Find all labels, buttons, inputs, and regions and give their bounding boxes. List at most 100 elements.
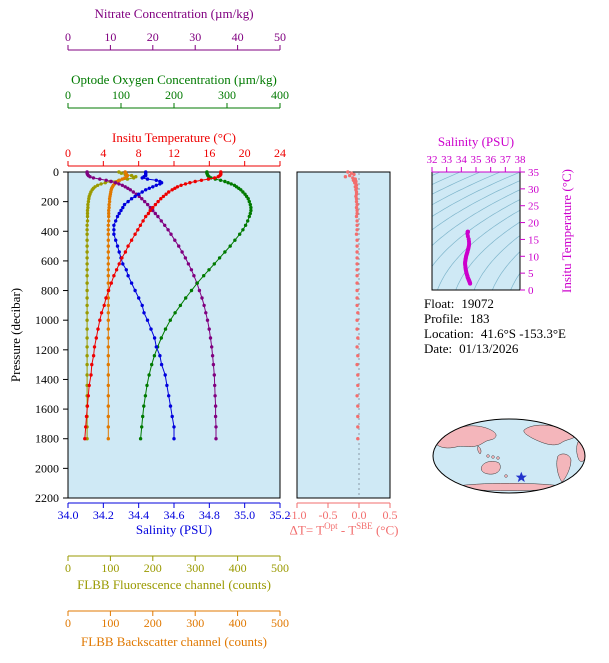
delta-t-label-sup-opt: Opt xyxy=(324,521,338,531)
tick-label: 1000 xyxy=(35,313,59,327)
tick-label: 24 xyxy=(274,146,286,160)
map-outline xyxy=(432,418,586,494)
nitrate-axis-title: Nitrate Concentration (µm/kg) xyxy=(94,6,254,21)
tick-label: 300 xyxy=(186,616,204,630)
tick-label: 8 xyxy=(136,146,142,160)
location-info-row: Location: 41.6°S -153.3°E xyxy=(424,326,566,341)
tick-label: -0.5 xyxy=(319,508,338,522)
tick-label: 10 xyxy=(104,30,116,44)
series-salinity-psu xyxy=(112,170,176,441)
tick-label: 33 xyxy=(441,154,453,166)
tick-label: 400 xyxy=(41,224,59,238)
delta-t-label-sup-sbe: SBE xyxy=(356,521,373,531)
series-insitu-temperature-c xyxy=(83,170,223,441)
tick-label: 400 xyxy=(229,561,247,575)
profile-info-row: Profile: 183 xyxy=(424,311,566,326)
tick-label: 1600 xyxy=(35,402,59,416)
tick-label: 50 xyxy=(274,30,286,44)
tick-label: 0 xyxy=(65,616,71,630)
ts-profile-series xyxy=(463,229,473,286)
tick-label: 35.2 xyxy=(270,508,291,522)
tick-label: 34 xyxy=(456,154,468,166)
tick-label: 300 xyxy=(186,561,204,575)
tick-label: 100 xyxy=(101,561,119,575)
profile-value: 183 xyxy=(470,311,490,326)
tick-label: 200 xyxy=(41,195,59,209)
float-info-row: Float: 19072 xyxy=(424,296,566,311)
salinity-axis-title: Salinity (PSU) xyxy=(135,522,213,537)
tick-label: 34.0 xyxy=(58,508,79,522)
tick-label: 5 xyxy=(528,268,534,280)
tick-label: -1.0 xyxy=(288,508,307,522)
tick-label: 12 xyxy=(168,146,180,160)
tick-label: 34.4 xyxy=(128,508,149,522)
delta-t-label-mid: - T xyxy=(337,522,357,538)
date-value: 01/13/2026 xyxy=(459,341,519,356)
location-label: Location: xyxy=(424,326,474,341)
tick-label: 38 xyxy=(515,154,527,166)
tick-label: 30 xyxy=(189,30,201,44)
tick-label: 200 xyxy=(165,88,183,102)
backscatter-axis: 0 100 200 300 400 500 xyxy=(65,610,289,630)
ts-salinity-axis-title: Salinity (PSU) xyxy=(437,134,515,149)
tick-label: 800 xyxy=(41,284,59,298)
ts-temperature-axis: 0 5 10 15 20 25 30 35 xyxy=(520,167,540,297)
float-value: 19072 xyxy=(461,296,494,311)
series-nitrate-concentration-m-kg xyxy=(85,170,218,441)
temperature-axis-title: Insitu Temperature (°C) xyxy=(112,130,236,145)
ts-salinity-axis: 32 33 34 35 36 37 38 xyxy=(427,154,527,173)
tick-label: 0 xyxy=(65,30,71,44)
tick-label: 400 xyxy=(229,616,247,630)
salinity-axis: 34.0 34.2 34.4 34.6 34.8 35.0 35.2 xyxy=(58,502,291,522)
tick-label: 20 xyxy=(528,218,540,230)
tick-label: 32 xyxy=(427,154,438,166)
tick-label: 100 xyxy=(101,616,119,630)
tick-label: 10 xyxy=(528,251,540,263)
tick-label: 500 xyxy=(271,616,289,630)
world-map xyxy=(432,418,586,494)
tick-label: 1800 xyxy=(35,432,59,446)
isopycnal-contours xyxy=(432,172,520,290)
tick-label: 20 xyxy=(147,30,159,44)
tick-label: 34.6 xyxy=(164,508,185,522)
tick-label: 34.8 xyxy=(199,508,220,522)
tick-label: 35 xyxy=(528,167,540,179)
tick-label: 2200 xyxy=(35,491,59,505)
date-label: Date: xyxy=(424,341,453,356)
tick-label: 0 xyxy=(528,285,534,297)
oxygen-axis-title: Optode Oxygen Concentration (µm/kg) xyxy=(71,72,277,87)
pressure-axis-title: Pressure (decibar) xyxy=(8,287,23,383)
tick-label: 2000 xyxy=(35,461,59,475)
tick-label: 25 xyxy=(528,201,540,213)
location-value: 41.6°S -153.3°E xyxy=(480,326,566,341)
delta-t-panel xyxy=(296,171,391,499)
tick-label: 200 xyxy=(144,561,162,575)
tick-label: 0 xyxy=(65,561,71,575)
tick-label: 35 xyxy=(471,154,483,166)
float-label: Float: xyxy=(424,296,455,311)
tick-label: 16 xyxy=(203,146,215,160)
nitrate-axis: 0 10 20 30 40 50 xyxy=(65,30,286,51)
backscatter-axis-title: FLBB Backscatter channel (counts) xyxy=(81,634,267,649)
tick-label: 400 xyxy=(271,88,289,102)
tick-label: 0.5 xyxy=(383,508,398,522)
oxygen-axis: 0 100 200 300 400 xyxy=(65,88,289,109)
delta-t-axis: -1.0 -0.5 0.0 0.5 xyxy=(288,502,398,522)
fluorescence-axis-title: FLBB Fluorescence channel (counts) xyxy=(77,577,271,592)
tick-label: 4 xyxy=(100,146,106,160)
tick-label: 15 xyxy=(528,234,540,246)
temperature-axis: 0 4 8 12 16 20 24 xyxy=(65,146,286,167)
tick-label: 34.2 xyxy=(93,508,114,522)
tick-label: 20 xyxy=(239,146,251,160)
delta-t-axis-title: ΔT= TOpt - TSBE (°C) xyxy=(290,521,399,538)
tick-label: 36 xyxy=(485,154,497,166)
delta-t-series xyxy=(343,170,360,497)
tick-label: 0 xyxy=(53,165,59,179)
date-info-row: Date: 01/13/2026 xyxy=(424,341,566,356)
float-info-block: Float: 19072 Profile: 183 Location: 41.6°S … xyxy=(424,296,566,356)
pressure-axis: 0 200 400 600 800 1000 1200 1400 1600 1800 2000 220… xyxy=(35,165,68,505)
tick-label: 100 xyxy=(112,88,130,102)
fluorescence-axis: 0 100 200 300 400 500 xyxy=(65,555,289,575)
